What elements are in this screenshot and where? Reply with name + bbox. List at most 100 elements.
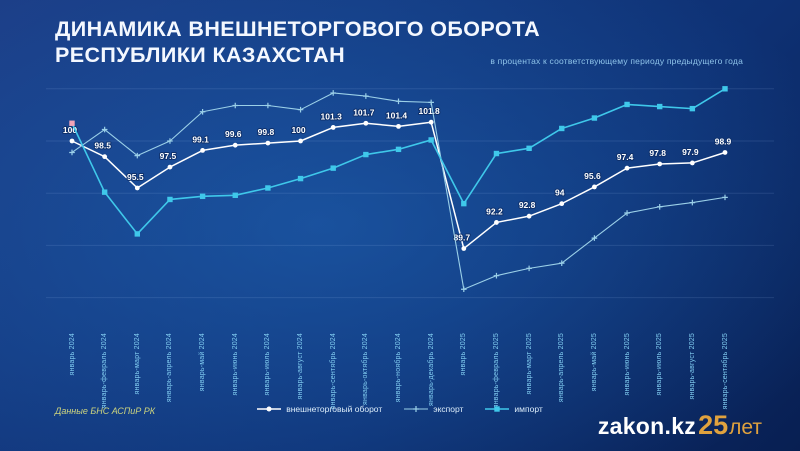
data-point: [265, 185, 271, 191]
data-point: [657, 103, 663, 110]
legend-label-import: импорт: [514, 404, 543, 414]
data-point: [199, 108, 206, 115]
data-label: 99.6: [225, 129, 242, 139]
data-point: [69, 149, 75, 156]
data-point: [265, 140, 271, 146]
data-point: [330, 125, 336, 130]
turnover-legend-marker: [257, 406, 282, 412]
data-point: [396, 123, 401, 129]
data-point: [559, 125, 565, 132]
x-axis-label: январь-ноябрь 2024: [395, 333, 402, 403]
data-point: [526, 265, 532, 272]
export-legend-marker: [404, 406, 429, 412]
data-point: [200, 147, 206, 153]
data-point: [624, 101, 630, 108]
data-point: [134, 152, 141, 159]
data-label: 101.3: [321, 111, 343, 121]
data-point: [624, 210, 630, 216]
data-point: [265, 102, 271, 109]
data-label: 99.8: [258, 127, 275, 137]
data-label: 95.6: [584, 171, 601, 181]
data-point: [559, 201, 565, 207]
page-title: ДИНАМИКА ВНЕШНЕТОРГОВОГО ОБОРОТА РЕСПУБЛ…: [55, 16, 540, 68]
data-point: [167, 164, 173, 170]
x-axis-label: январь-июль 2024: [264, 333, 272, 396]
data-point: [428, 137, 434, 143]
data-label: 101.7: [353, 107, 375, 117]
data-point: [199, 193, 206, 200]
data-point: [395, 146, 402, 153]
x-axis-label: январь-март 2025: [525, 333, 533, 395]
legend-item-import: импорт: [485, 404, 543, 414]
data-point: [493, 150, 500, 157]
x-axis-label: январь-декабрь 2024: [427, 333, 435, 407]
series-2: [69, 86, 728, 237]
data-point: [298, 138, 303, 144]
data-point: [297, 106, 304, 113]
data-label: 97.5: [160, 151, 177, 161]
data-point: [494, 220, 499, 225]
zakonkz-logo: zakon.kz 25 лет: [598, 410, 762, 441]
legend-label-export: экспорт: [433, 404, 464, 414]
x-axis-label: январь-апрель 2025: [558, 333, 566, 403]
data-point: [363, 151, 369, 158]
data-point: [722, 86, 728, 92]
x-axis-label: январь-июнь 2024: [231, 333, 239, 396]
data-point: [624, 165, 630, 171]
data-point: [363, 93, 369, 99]
data-source-note: Данные БНС АСПиР РК: [55, 406, 156, 416]
data-point: [232, 192, 238, 198]
data-label: 101.8: [419, 106, 441, 116]
legend-item-turnover: внешнеторговый оборот: [257, 404, 382, 414]
data-point: [689, 160, 695, 166]
data-point: [330, 165, 336, 171]
data-label: 89.7: [454, 233, 471, 243]
data-point: [330, 90, 336, 96]
x-axis-label: январь-июль 2025: [656, 333, 664, 396]
x-axis-label: январь-апрель 2024: [166, 333, 174, 403]
data-label: 100: [291, 125, 305, 135]
data-point: [102, 154, 108, 160]
legend-item-export: экспорт: [404, 404, 463, 414]
data-label: 98.5: [94, 141, 111, 151]
data-point: [428, 119, 434, 125]
data-label: 92.8: [519, 200, 536, 210]
data-label: 99.1: [192, 134, 209, 144]
chart-legend: внешнеторговый оборот экспорт импорт: [0, 404, 800, 414]
import-legend-marker: [485, 406, 510, 412]
x-axis-label: январь-май 2024: [199, 333, 207, 392]
data-point: [656, 203, 663, 210]
data-label: 94: [555, 188, 565, 198]
title-line-1: ДИНАМИКА ВНЕШНЕТОРГОВОГО ОБОРОТА: [55, 17, 541, 41]
data-label: 97.8: [649, 148, 666, 158]
data-point: [722, 150, 728, 155]
data-point: [297, 175, 304, 182]
x-axis-label: январь 2025: [460, 333, 468, 376]
data-point: [461, 200, 467, 207]
data-point: [69, 138, 75, 144]
data-label: 92.2: [486, 206, 503, 216]
x-axis-label: январь-август 2025: [688, 333, 696, 400]
data-label: 97.4: [617, 152, 634, 162]
data-point: [526, 213, 532, 219]
x-axis-label: январь-сентябрь 2024: [329, 333, 337, 410]
series-line: [71, 92, 726, 290]
data-point: [689, 105, 696, 112]
x-axis-label: январь-май 2025: [590, 333, 598, 392]
zakonkz-wordmark: zakon.kz: [597, 413, 697, 439]
data-point: [232, 102, 239, 109]
data-point: [592, 184, 597, 190]
x-axis-label: январь 2024: [68, 333, 76, 376]
x-axis-label: январь-август 2024: [297, 333, 305, 400]
data-point: [657, 161, 663, 167]
data-point: [69, 120, 75, 126]
x-axis-label: январь-июнь 2025: [623, 333, 631, 396]
data-point: [461, 286, 467, 293]
data-point: [558, 260, 565, 266]
chart-subtitle: в процентах к соответствующему периоду п…: [490, 56, 743, 66]
series-1: [69, 90, 728, 293]
data-label: 97.9: [682, 147, 699, 157]
